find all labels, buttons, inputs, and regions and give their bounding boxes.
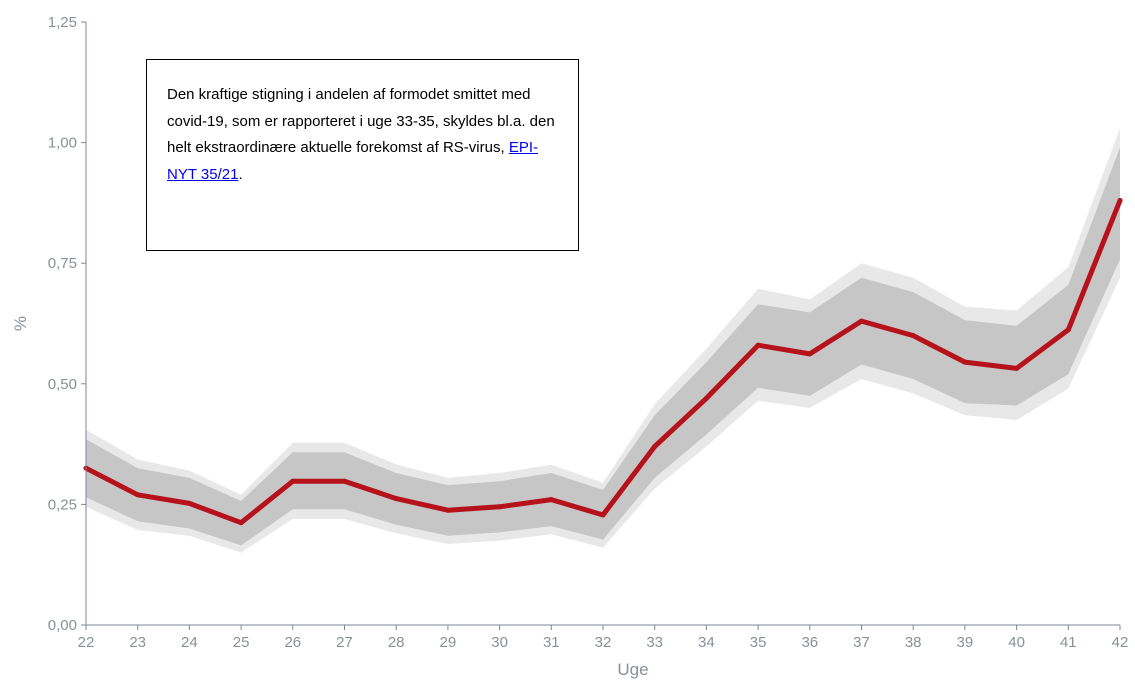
y-tick-label: 0,50 — [48, 376, 77, 393]
data-point — [807, 351, 813, 357]
axes: 0,00 0,25 0,50 0,75 1,00 1,25 22 23 24 25 26 27 28 29… — [11, 14, 1128, 679]
data-point — [600, 512, 606, 518]
x-tick-label: 22 — [78, 634, 95, 651]
data-point — [135, 492, 141, 498]
data-point — [1117, 198, 1123, 203]
data-point — [497, 504, 503, 510]
annotation-text: Den kraftige stigning i andelen af formo… — [167, 86, 555, 156]
series-line-layer — [83, 198, 1123, 526]
data-point — [1065, 327, 1071, 333]
data-point — [445, 507, 451, 513]
y-tick-label: 0,00 — [48, 617, 77, 634]
y-tick-label: 0,25 — [48, 496, 77, 513]
x-tick-label: 28 — [388, 634, 405, 651]
y-tick-label: 0,75 — [48, 255, 77, 272]
data-point — [548, 497, 554, 503]
x-tick-label: 30 — [491, 634, 508, 651]
x-axis-title: Uge — [617, 660, 648, 679]
annotation-period: . — [238, 165, 243, 183]
data-point — [859, 318, 864, 324]
data-point — [703, 395, 709, 401]
x-tick-label: 40 — [1008, 634, 1025, 651]
x-tick-label: 31 — [543, 634, 560, 651]
x-tick-label: 39 — [957, 634, 974, 651]
outer-confidence-band — [86, 128, 1120, 553]
x-tick-label: 29 — [440, 634, 457, 651]
x-tick-label: 34 — [698, 634, 715, 651]
data-point — [290, 478, 296, 484]
data-point — [238, 520, 244, 526]
x-tick-label: 33 — [646, 634, 663, 651]
y-axis-title: % — [11, 316, 30, 331]
y-tick-label: 1,00 — [48, 135, 77, 152]
data-point — [393, 496, 399, 502]
data-point — [962, 359, 968, 365]
x-tick-label: 32 — [595, 634, 612, 651]
x-tick-label: 42 — [1112, 634, 1129, 651]
data-point — [755, 342, 761, 348]
x-tick-label: 26 — [284, 634, 301, 651]
x-tick-label: 41 — [1060, 634, 1077, 651]
epi-nyt-link[interactable]: EPI-NYT 35/21 — [167, 139, 538, 183]
x-tick-label: 36 — [801, 634, 818, 651]
data-point — [652, 444, 658, 449]
annotation-box: Den kraftige stigning i andelen af formo… — [146, 59, 579, 251]
x-tick-label: 25 — [233, 634, 250, 651]
x-tick-label: 23 — [129, 634, 146, 651]
data-point — [1014, 365, 1020, 371]
data-point — [342, 478, 347, 484]
data-point — [186, 500, 192, 506]
y-tick-label: 1,25 — [48, 14, 77, 31]
x-tick-label: 37 — [853, 634, 870, 651]
x-tick-label: 27 — [336, 634, 353, 651]
x-tick-label: 38 — [905, 634, 922, 651]
x-tick-label: 35 — [750, 634, 767, 651]
data-point — [910, 333, 916, 339]
x-tick-label: 24 — [181, 634, 198, 651]
